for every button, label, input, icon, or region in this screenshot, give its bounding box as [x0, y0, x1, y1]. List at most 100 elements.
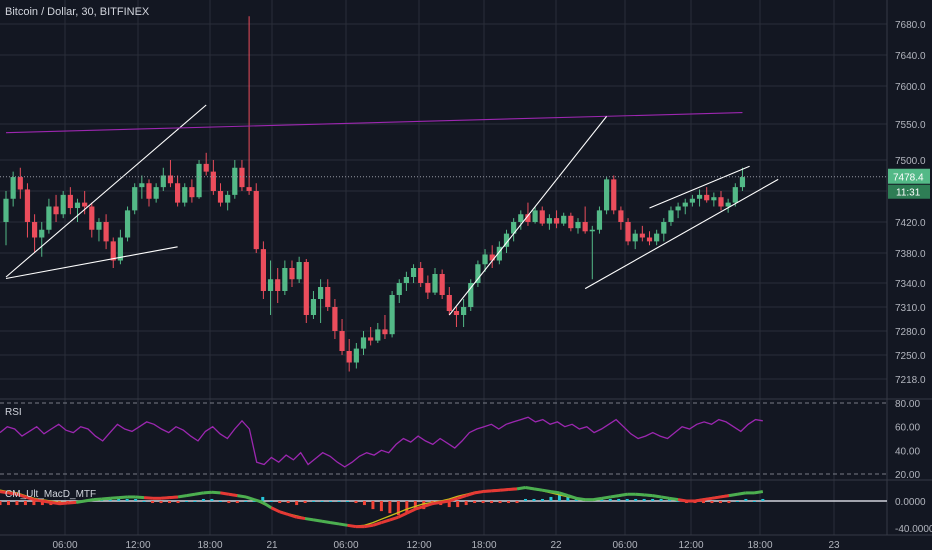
price-pane[interactable]: [0, 16, 887, 372]
macd-line-segment: [245, 495, 255, 502]
macd-histogram-bar: [735, 501, 739, 502]
candle-down: [425, 283, 431, 293]
candle-up: [468, 283, 474, 307]
price-tick-label: 7680.0: [895, 20, 926, 31]
macd-line-segment: [24, 495, 35, 502]
candle-up: [668, 210, 674, 222]
macd-histogram-bar: [481, 501, 485, 504]
price-tick-label: 7500.0: [895, 156, 926, 167]
macd-histogram-bar: [235, 501, 239, 504]
macd-line-segment: [448, 496, 459, 503]
macd-histogram-bar: [456, 501, 460, 508]
candle-up: [360, 337, 367, 349]
candle-down: [525, 214, 531, 222]
grid: [0, 0, 932, 536]
candle-up: [318, 287, 324, 299]
macd-line-segment: [118, 495, 128, 500]
macd-histogram-bar: [354, 501, 358, 504]
macd-line-segment: [465, 491, 476, 498]
time-tick-label: 18:00: [747, 540, 772, 550]
macd-histogram-bar: [566, 496, 570, 501]
macd-line-segment: [542, 488, 552, 494]
macd-histogram-bar: [600, 498, 604, 501]
macd-line-segment: [703, 496, 713, 502]
macd-line-segment: [677, 498, 687, 503]
rsi-tick-label: 40.00: [895, 446, 920, 457]
macd-histogram-bar: [490, 501, 494, 504]
candle-up: [575, 222, 581, 229]
candle-down: [611, 179, 617, 211]
macd-histogram-bar: [532, 498, 536, 501]
macd-histogram-bar: [184, 501, 188, 502]
macd-histogram-bar: [117, 498, 121, 501]
macd-histogram-bar: [303, 501, 307, 504]
candle-up: [511, 222, 517, 234]
candle-up: [475, 264, 481, 283]
macd-line-segment: [135, 495, 145, 500]
macd-histogram-bar: [668, 498, 672, 501]
candle-down: [239, 167, 245, 188]
macd-histogram-bar: [405, 501, 409, 514]
macd-line-segment: [474, 490, 484, 495]
candle-down: [646, 237, 653, 242]
candle-up: [296, 262, 302, 280]
macd-line-segment: [50, 500, 60, 506]
candle-down: [24, 189, 31, 222]
macd-histogram-bar: [710, 501, 714, 504]
price-tick-label: 7250.0: [895, 351, 926, 362]
macd-tick-label: 0.0000: [895, 497, 926, 508]
macd-histogram-bar: [269, 501, 273, 502]
candle-down: [418, 268, 424, 283]
time-tick-label: 18:00: [471, 540, 496, 550]
candle-up: [711, 197, 717, 201]
macd-histogram-bar: [379, 501, 383, 512]
macd-line-segment: [372, 521, 382, 527]
candle-up: [232, 167, 238, 195]
price-tick-label: 7380.0: [895, 249, 926, 260]
macd-histogram-bar: [193, 501, 197, 502]
candle-up: [403, 277, 409, 283]
macd-histogram-bar: [498, 501, 502, 504]
time-tick-label: 18:00: [197, 540, 222, 550]
rsi-pane[interactable]: [0, 402, 887, 475]
macd-histogram-bar: [761, 498, 765, 501]
macd-line-segment: [228, 492, 238, 498]
candle-up: [267, 279, 274, 291]
macd-line-segment: [694, 498, 704, 503]
macd-line-segment: [84, 498, 94, 503]
macd-histogram-bar: [40, 501, 44, 506]
macd-histogram-bar: [447, 501, 451, 508]
time-tick-label: 12:00: [406, 540, 431, 550]
candle-up: [96, 222, 102, 230]
macd-histogram-bar: [574, 498, 578, 501]
macd-line-segment: [177, 494, 187, 499]
price-tick-label: 7218.0: [895, 375, 926, 386]
macd-line-segment: [186, 492, 196, 498]
candle-down: [32, 222, 38, 238]
trend-line: [5, 112, 743, 134]
macd-histogram-bar: [464, 501, 468, 506]
candle-up: [604, 179, 610, 211]
candle-down: [17, 177, 23, 190]
last-price-badge: [888, 168, 930, 184]
macd-line-segment: [457, 494, 467, 500]
macd-histogram-bar: [371, 501, 375, 510]
macd-histogram-bar: [642, 498, 646, 501]
trend-line: [649, 165, 750, 209]
trend-line: [5, 104, 207, 278]
candle-down: [203, 163, 209, 172]
macd-histogram-bar: [608, 498, 612, 501]
candle-up: [461, 307, 467, 315]
candle-up: [46, 206, 52, 230]
macd-histogram-bar: [125, 498, 129, 501]
macd-line-segment: [635, 492, 645, 497]
macd-line-segment: [601, 495, 611, 500]
macd-histogram-bar: [659, 498, 663, 501]
macd-line-segment: [16, 492, 26, 499]
macd-histogram-bar: [227, 501, 231, 504]
candle-down: [553, 218, 560, 224]
macd-pane[interactable]: [0, 486, 887, 529]
candle-down: [217, 191, 224, 203]
macd-line-segment: [728, 492, 738, 498]
